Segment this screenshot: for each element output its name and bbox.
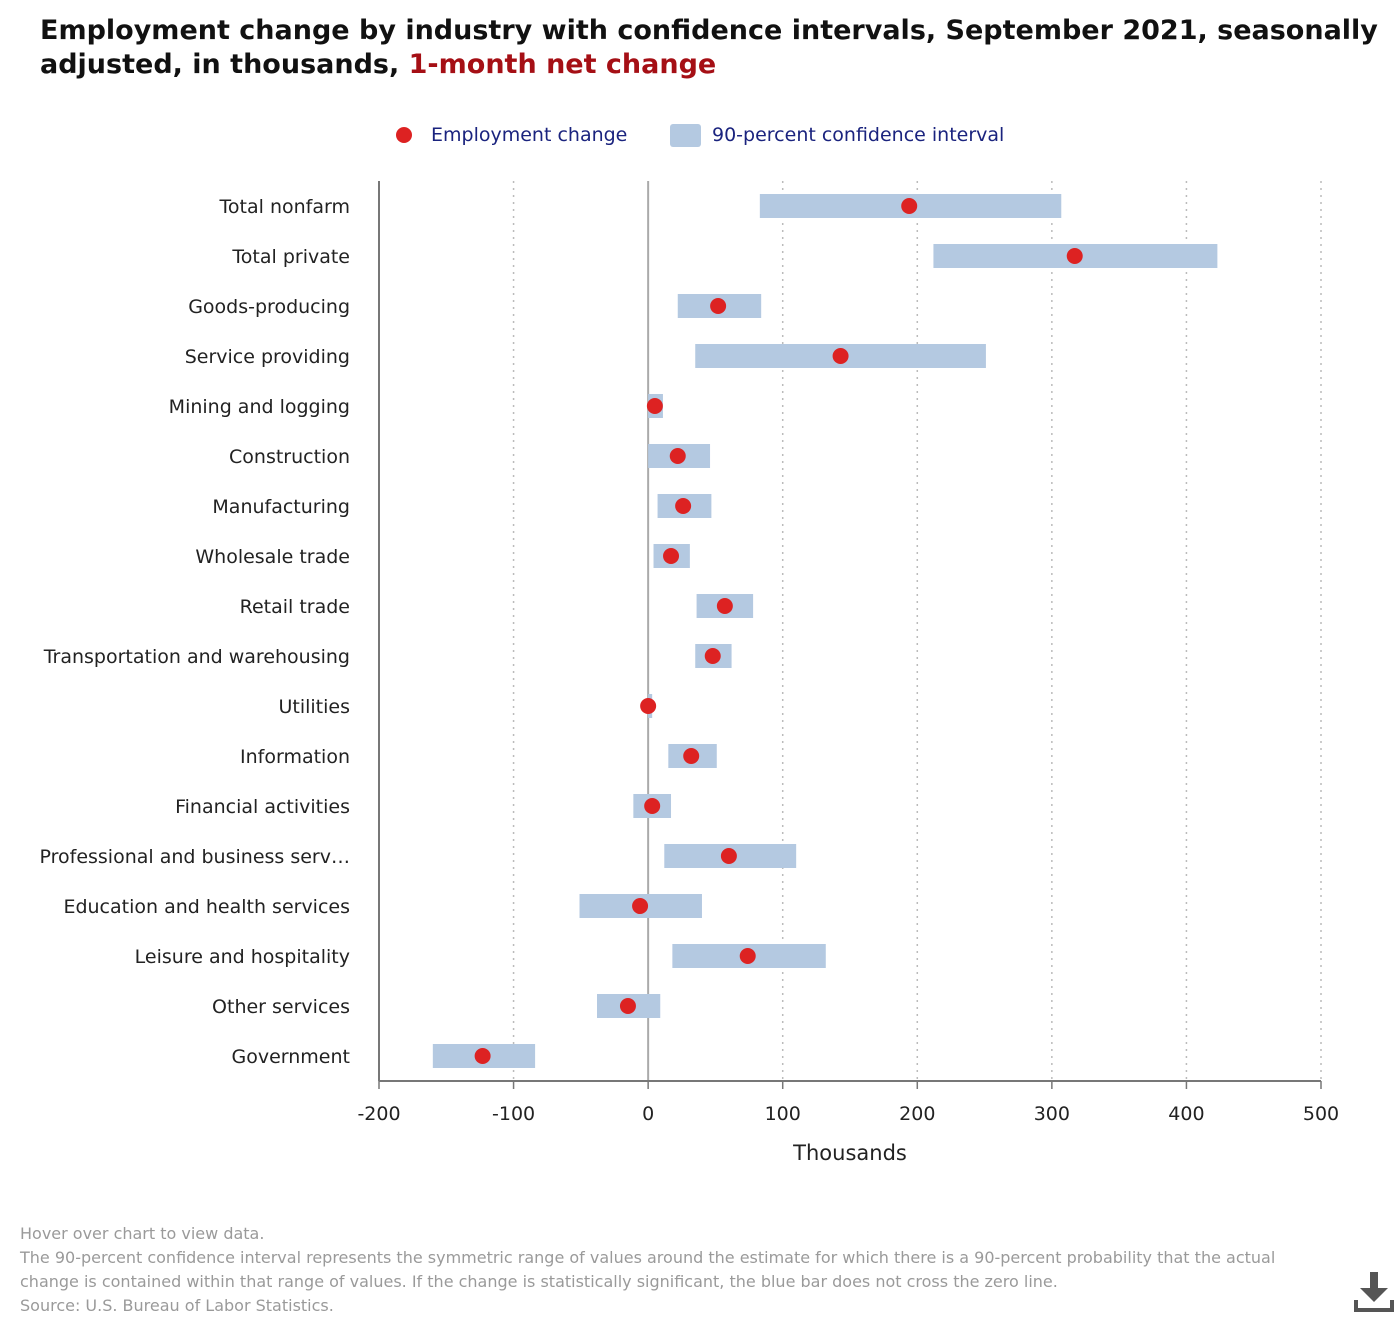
chart-plot[interactable]: -200 -100 0 100 200 300 400 500 Thousands Total n… [0, 0, 1400, 1200]
employment-change-point[interactable] [675, 498, 692, 514]
category-label: Information [240, 746, 350, 768]
x-tick-label: 100 [765, 1103, 801, 1125]
category-label: Education and health services [63, 896, 350, 918]
category-label: Utilities [278, 696, 350, 718]
legend-rect-icon [670, 123, 701, 147]
category-label: Retail trade [240, 596, 350, 618]
x-tick-label: 0 [642, 1103, 654, 1125]
employment-change-point[interactable] [739, 948, 756, 964]
note-source: Source: U.S. Bureau of Labor Statistics. [20, 1296, 334, 1315]
x-tick-label: 400 [1168, 1103, 1204, 1125]
employment-change-point[interactable] [704, 648, 721, 664]
category-label: Total nonfarm [219, 196, 350, 218]
employment-change-point[interactable] [669, 448, 686, 464]
category-label: Other services [212, 996, 350, 1018]
category-label: Leisure and hospitality [135, 946, 350, 968]
chart-title: Employment change by industry with confi… [40, 14, 1380, 82]
chart-notes: Hover over chart to view data. The 90-pe… [20, 1222, 1320, 1318]
note-explanation: The 90-percent confidence interval repre… [20, 1248, 1276, 1291]
category-label: Government [232, 1046, 351, 1068]
employment-change-point[interactable] [632, 898, 649, 914]
employment-change-point[interactable] [710, 298, 727, 314]
employment-change-point[interactable] [720, 848, 737, 864]
employment-change-point[interactable] [474, 1048, 491, 1064]
employment-change-point[interactable] [683, 748, 700, 764]
category-label: Wholesale trade [195, 546, 350, 568]
category-label: Goods-producing [188, 296, 350, 318]
employment-change-point[interactable] [646, 398, 663, 414]
employment-change-point[interactable] [619, 998, 636, 1014]
category-label: Mining and logging [169, 396, 350, 418]
employment-change-point[interactable] [640, 698, 657, 714]
download-arrow-icon [1354, 1272, 1394, 1312]
x-tick-label: 200 [899, 1103, 935, 1125]
note-hover: Hover over chart to view data. [20, 1224, 265, 1243]
employment-change-point[interactable] [716, 598, 733, 614]
category-label: Transportation and warehousing [43, 646, 350, 668]
category-label: Construction [229, 446, 350, 468]
chart-title-main: Employment change by industry with confi… [40, 15, 1378, 80]
chart-title-accent: 1-month net change [408, 49, 717, 80]
legend: Employment change 90-percent confidence … [0, 118, 1400, 152]
employment-change-point[interactable] [663, 548, 680, 564]
legend-dot-icon [396, 127, 412, 143]
x-tick-label: -100 [492, 1103, 535, 1125]
employment-change-point[interactable] [644, 798, 661, 814]
legend-label-employment-change: Employment change [431, 124, 628, 146]
legend-item-employment-change[interactable]: Employment change [396, 118, 627, 152]
employment-change-point[interactable] [832, 348, 849, 364]
category-label: Service providing [185, 346, 350, 368]
employment-change-point[interactable] [901, 198, 918, 214]
x-axis-title: Thousands [792, 1141, 907, 1165]
legend-label-confidence-interval: 90-percent confidence interval [712, 124, 1005, 146]
category-label: Manufacturing [212, 496, 350, 518]
x-tick-label: 300 [1034, 1103, 1070, 1125]
category-label: Total private [231, 246, 350, 268]
category-label: Professional and business serv… [39, 846, 350, 868]
download-icon[interactable] [1352, 1270, 1396, 1314]
x-tick-label: -200 [357, 1103, 400, 1125]
category-label: Financial activities [175, 796, 350, 818]
x-tick-label: 500 [1303, 1103, 1339, 1125]
employment-change-point[interactable] [1066, 248, 1083, 264]
legend-item-confidence-interval[interactable]: 90-percent confidence interval [670, 118, 1004, 152]
